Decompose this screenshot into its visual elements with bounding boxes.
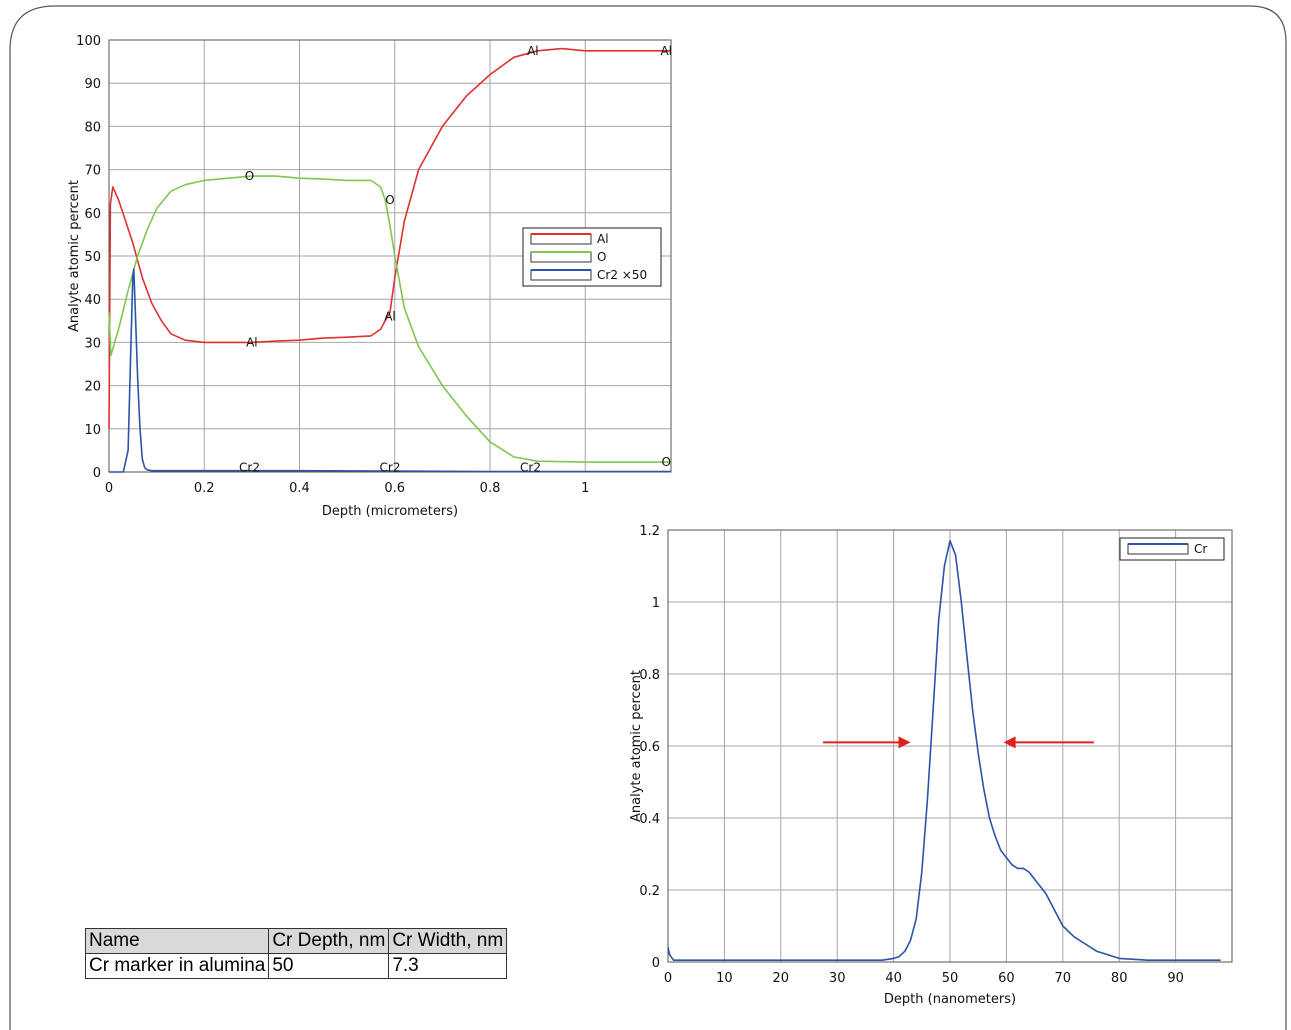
y-tick-label: 20 <box>84 380 101 395</box>
series-annotation: Al <box>246 335 258 349</box>
series-annotation: Al <box>527 44 539 58</box>
legend-label: Cr2 ×50 <box>597 268 647 282</box>
x-axis-label: Depth (micrometers) <box>322 504 458 519</box>
y-tick-label: 40 <box>84 293 101 308</box>
legend <box>1119 537 1225 561</box>
x-tick-label: 1 <box>581 481 589 496</box>
plot-border <box>108 39 672 473</box>
y-tick-label: 10 <box>84 423 101 438</box>
y-tick-label: 0.2 <box>639 884 660 899</box>
x-axis-label: Depth (nanometers) <box>884 992 1016 1007</box>
x-tick-label: 20 <box>773 971 790 986</box>
x-tick-label: 90 <box>1167 971 1184 986</box>
x-tick-label: 10 <box>716 971 733 986</box>
x-tick-label: 40 <box>885 971 902 986</box>
table-cell-cr-depth: 50 <box>268 953 390 979</box>
table-cell-name: Cr marker in alumina <box>84 953 270 979</box>
series-line <box>108 175 671 463</box>
x-tick-label: 50 <box>942 971 959 986</box>
series-annotation: Al <box>660 44 672 58</box>
y-tick-label: 0.6 <box>639 740 660 755</box>
arrow-head <box>1003 736 1016 749</box>
y-tick-label: 70 <box>84 164 101 179</box>
series-annotation: Cr2 <box>380 461 401 475</box>
table-header-name: Name <box>84 928 270 954</box>
y-tick-label: 80 <box>84 120 101 135</box>
y-tick-label: 90 <box>84 77 101 92</box>
y-tick-label: 60 <box>84 207 101 222</box>
y-tick-label: 0.8 <box>639 668 660 683</box>
x-tick-label: 70 <box>1055 971 1072 986</box>
x-tick-label: 0.4 <box>289 481 310 496</box>
series-annotation: O <box>245 169 254 183</box>
x-tick-label: 30 <box>829 971 846 986</box>
y-tick-label: 30 <box>84 336 101 351</box>
legend <box>522 227 662 287</box>
y-tick-label: 1 <box>652 596 660 611</box>
x-tick-label: 0 <box>105 481 113 496</box>
x-tick-label: 0.2 <box>194 481 215 496</box>
legend-label: O <box>597 250 606 264</box>
y-tick-label: 1.2 <box>639 524 660 539</box>
plot-border <box>667 529 1233 963</box>
table-row: Cr marker in alumina 50 7.3 <box>84 953 508 979</box>
series-line <box>108 47 671 429</box>
y-tick-label: 0.4 <box>639 812 660 827</box>
y-tick-label: 100 <box>76 34 101 49</box>
y-axis-label: Analyte atomic percent <box>629 670 644 822</box>
x-tick-label: 80 <box>1111 971 1128 986</box>
x-tick-label: 0.8 <box>480 481 501 496</box>
table-cell-cr-width: 7.3 <box>388 953 508 979</box>
x-tick-label: 0.6 <box>384 481 405 496</box>
x-tick-label: 60 <box>998 971 1015 986</box>
y-tick-label: 50 <box>84 250 101 265</box>
y-tick-label: 0 <box>652 956 660 971</box>
series-annotation: O <box>385 193 394 207</box>
y-tick-label: 0 <box>93 466 101 481</box>
cr-marker-table: Name Cr Depth, nm Cr Width, nm Cr marker… <box>84 928 508 979</box>
table-header-cr-depth: Cr Depth, nm <box>268 928 390 954</box>
series-annotation: O <box>662 455 671 469</box>
y-axis-label: Analyte atomic percent <box>67 180 82 332</box>
series-line <box>109 268 671 473</box>
arrow-head <box>898 736 911 749</box>
x-tick-label: 0 <box>664 971 672 986</box>
series-line <box>667 539 1221 962</box>
series-annotation: Cr2 <box>239 461 260 475</box>
table-header-cr-width: Cr Width, nm <box>388 928 508 954</box>
series-annotation: Cr2 <box>520 461 541 475</box>
legend-label: Al <box>597 232 609 246</box>
legend-label: Cr <box>1194 542 1207 556</box>
table-header-row: Name Cr Depth, nm Cr Width, nm <box>84 928 508 954</box>
series-annotation: Al <box>384 309 396 323</box>
